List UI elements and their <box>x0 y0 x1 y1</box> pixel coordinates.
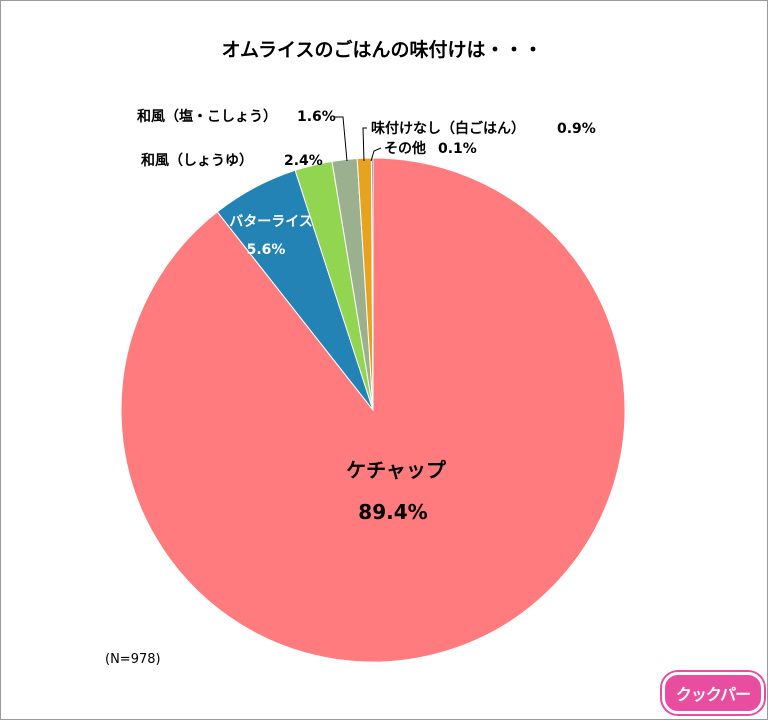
chart-title: オムライスのごはんの味付けは・・・ <box>222 38 543 61</box>
pie-slices <box>120 157 626 663</box>
leader-line-sonota <box>370 147 382 162</box>
slice-label-shio: 和風（塩・こしょう） <box>137 108 277 125</box>
sample-size-note: (N=978) <box>105 652 161 667</box>
slice-label-butter-rice: バターライス <box>229 214 313 230</box>
slice-label-shoyu: 和風（しょうゆ） <box>141 153 253 169</box>
slice-value-shio: 1.6% <box>297 109 336 125</box>
slice-value-shoyu: 2.4% <box>284 153 323 169</box>
slice-value-ketchup: 89.4% <box>358 500 427 524</box>
slice-label-ketchup: ケチャップ <box>346 458 447 482</box>
slice-label-other: その他 <box>384 140 426 157</box>
slice-label-shiro: 味付けなし（白ごはん） <box>371 120 525 137</box>
slice-value-shiro: 0.9% <box>557 121 596 137</box>
slice-value-other: 0.1% <box>438 141 477 157</box>
leader-lines <box>334 116 382 162</box>
slice-value-butter-rice: 5.6% <box>247 242 286 258</box>
leader-line-shio <box>334 116 348 162</box>
logo-text: クックパー <box>675 685 751 704</box>
leader-line-shiro <box>362 127 367 162</box>
brand-logo: クックパー <box>662 672 764 714</box>
